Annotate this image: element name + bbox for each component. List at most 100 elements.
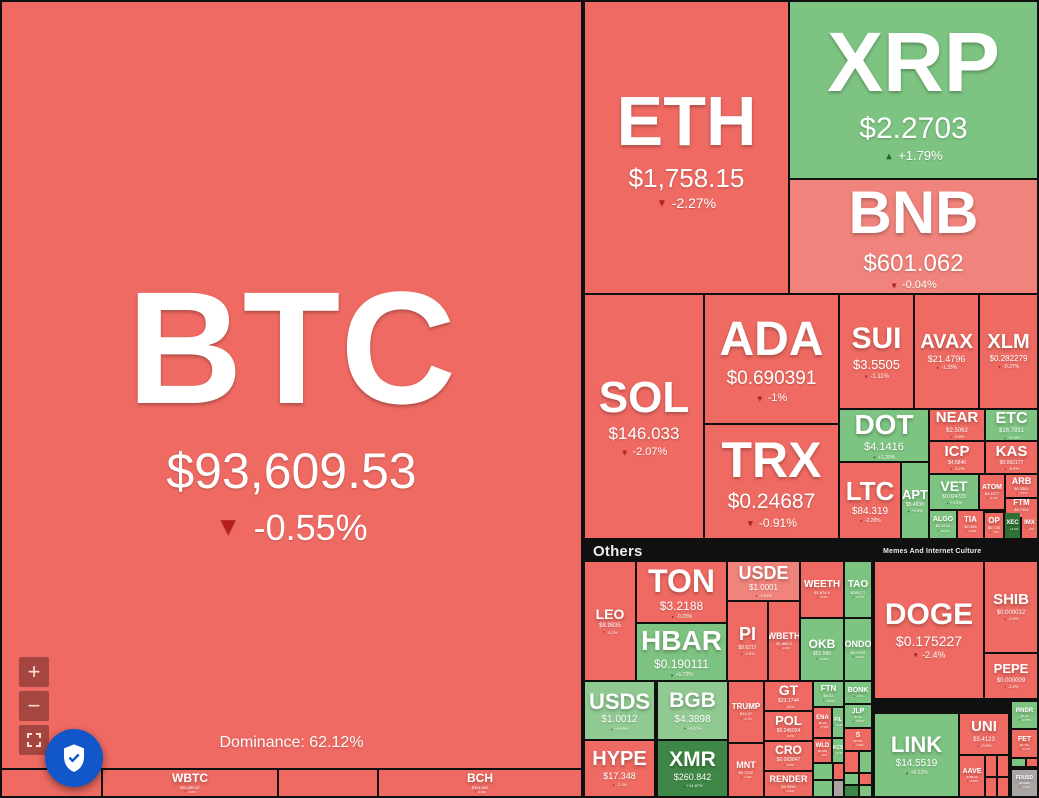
cell-wbeth[interactable]: WBETH $1,885.9 ▼ -2.2% (769, 602, 799, 680)
cell-rndr[interactable]: RNDR $4.33 ▲ +0.9% (1012, 702, 1037, 728)
cell-eth[interactable]: ETH $1,758.15 ▼ -2.27% (585, 2, 788, 293)
cell-trx[interactable]: TRX $0.24687 ▼ -0.91% (705, 425, 838, 538)
down-arrow-icon: ▼ (935, 365, 940, 370)
coin-symbol: SHIB (993, 591, 1029, 609)
coin-symbol: WBTC (172, 770, 208, 785)
change-percent: -2.2% (781, 646, 790, 651)
cell-usds[interactable]: USDS $1.0012 ▲ +0.09% (585, 682, 654, 739)
zoom-in-button[interactable]: + (19, 657, 49, 687)
cell-ltc[interactable]: LTC $84.319 ▼ -2.28% (840, 463, 900, 538)
cell-leo[interactable]: LEO $8.9835 ▼ -0.2% (585, 562, 635, 680)
cell-usde[interactable]: USDE $1.0001 ▼ -0.01% (728, 562, 799, 600)
change-percent: +14.67% (686, 782, 703, 788)
cell-sol[interactable]: SOL $146.033 ▼ -2.07% (585, 295, 703, 538)
change-percent: -2.4% (922, 650, 946, 661)
cell-unlabeled[interactable] (1012, 759, 1025, 766)
cell-doge[interactable]: DOGE $0.175227 ▼ -2.4% (875, 562, 983, 698)
cell-bch[interactable]: BCH $344.853 ▼ -0.6% (379, 770, 581, 796)
cell-kas[interactable]: KAS $0.092177 ▼ -0.9% (986, 442, 1037, 473)
cell-unlabeled[interactable] (845, 774, 858, 784)
cell-pepe[interactable]: PEPE $0.000009 ▼ -2.2% (985, 654, 1037, 698)
change-percent: -0.91% (758, 516, 797, 531)
cell-jlp[interactable]: JLP $4.36 ▲ +0.5% (845, 705, 871, 727)
cell-xec[interactable]: XEC ▲ +3.2% (1005, 513, 1020, 538)
cell-algo[interactable]: ALGO $0.2104 ▲ +0.3% (930, 511, 956, 538)
cell-tao[interactable]: TAO $284.77 ▲ +0.7% (845, 562, 871, 617)
cell-hype[interactable]: HYPE $17.348 ▼ -2.1% (585, 741, 654, 796)
cell-unlabeled[interactable] (845, 786, 858, 796)
cell-wld[interactable]: WLD $0.935 ▼ -2% (814, 739, 831, 762)
cell-unlabeled[interactable] (998, 756, 1008, 776)
cell-unlabeled[interactable] (1027, 759, 1037, 766)
cell-xlm[interactable]: XLM $0.282279 ▼ -0.27% (980, 295, 1037, 408)
coin-price: $1,885.9 (776, 641, 792, 646)
cell-icp[interactable]: ICP $4.5846 ▼ -1.2% (930, 442, 984, 473)
cell-fdusd[interactable]: FDUSD $0.9989 ▼ -0.1% (1012, 770, 1037, 796)
cell-unlabeled[interactable] (834, 764, 843, 779)
cell-pi[interactable]: PI $0.6217 ▼ -1.5% (728, 602, 767, 680)
cell-ton[interactable]: TON $3.2188 ▼ -0.33% (637, 562, 726, 622)
cell-trump[interactable]: TRUMP $14.47 ▼ -1.7% (729, 682, 763, 742)
zoom-out-button[interactable]: − (19, 691, 49, 721)
cell-fil[interactable]: FIL▲+0.4% (833, 708, 843, 737)
cell-uni[interactable]: UNI $5.4123 ▼ -0.5% (960, 714, 1008, 754)
cell-near[interactable]: NEAR $2.5062 ▼ -0.8% (930, 410, 984, 440)
cell-mnt[interactable]: MNT $0.7242 ▼ -1.2% (729, 744, 763, 796)
cell-atom[interactable]: ATOM $4.4377 ▼ -1.1% (980, 475, 1004, 509)
cell-s[interactable]: S $0.551 ▼ -1.6% (845, 729, 871, 750)
cell-apt[interactable]: APT $5.4938 ▲ +0.6% (902, 463, 928, 538)
cell-tia[interactable]: TIA $2.436 ▼ -1.8% (958, 511, 983, 538)
cell-bnb[interactable]: BNB $601.062 ▼ -0.04% (790, 180, 1037, 293)
cell-kcs[interactable]: KCS▲+0.2% (833, 739, 843, 762)
cell-pol[interactable]: POL $0.245024 ▼ -0.6% (765, 712, 812, 740)
cell-shib[interactable]: SHIB $0.000012 ▼ -2.4% (985, 562, 1037, 652)
cell-link[interactable]: LINK $14.5519 ▲ +0.12% (875, 714, 958, 796)
verified-shield-badge[interactable] (45, 729, 103, 787)
coin-price: $0.29 (818, 721, 827, 726)
cell-bonk[interactable]: BONK ▲ +1% (845, 682, 871, 703)
cell-btc[interactable]: BTC $93,609.53 ▼ -0.55% (2, 2, 581, 768)
cell-wbtc[interactable]: WBTC $93,585.87 ▼ -0.5% (103, 770, 277, 796)
cell-unlabeled[interactable] (814, 764, 832, 779)
cell-okb[interactable]: OKB $51.990 ▲ +0.3% (801, 619, 843, 680)
cell-unlabeled[interactable] (860, 774, 871, 784)
cell-sui[interactable]: SUI $3.5505 ▼ -1.11% (840, 295, 913, 408)
cell-unlabeled[interactable] (279, 770, 377, 796)
cell-hbar[interactable]: HBAR $0.190111 ▲ +1.72% (637, 624, 726, 680)
cell-weeth[interactable]: WEETH $1,874.4 ▼ -2.3% (801, 562, 843, 617)
cell-unlabeled[interactable] (814, 781, 832, 796)
coin-price: $51.990 (812, 650, 832, 657)
cell-ftn[interactable]: FTN $4.02 ▲ +0.2% (814, 682, 843, 706)
cell-unlabeled[interactable] (986, 778, 996, 796)
cell-vet[interactable]: VET $0.024729 ▲ +0.5% (930, 475, 978, 509)
cell-etc[interactable]: ETC $16.7851 ▲ +0.4% (986, 410, 1037, 440)
cell-unlabeled[interactable] (860, 752, 871, 772)
cell-bgb[interactable]: BGB $4.3898 ▲ +0.37% (658, 682, 727, 739)
cell-unlabeled[interactable] (986, 756, 996, 776)
cell-ada[interactable]: ADA $0.690391 ▼ -1% (705, 295, 838, 423)
coin-symbol: BGB (669, 689, 716, 713)
cell-unlabeled[interactable] (845, 752, 858, 772)
change-percent: -0.55% (253, 506, 368, 548)
fullscreen-button[interactable] (19, 725, 49, 755)
cell-render[interactable]: RENDER $4.3350 ▼ -1.9% (765, 772, 812, 796)
cell-imx[interactable]: IMX ▼ -1% (1022, 513, 1037, 538)
cell-ondo[interactable]: ONDO $0.9209 ▲ +0.5% (845, 619, 871, 680)
cell-gt[interactable]: GT $23.1744 ▼ -0.4% (765, 682, 812, 710)
cell-ena[interactable]: ENA $0.29 ▼ -2.5% (814, 708, 831, 737)
cell-fet[interactable]: FET $0.712 ▼ -1.1% (1012, 730, 1037, 757)
up-arrow-icon: ▲ (852, 721, 855, 724)
cell-cro[interactable]: CRO $0.093847 ▼ -0.8% (765, 742, 812, 770)
cell-avax[interactable]: AVAX $21.4796 ▼ -1.33% (915, 295, 978, 408)
cell-unlabeled[interactable] (834, 781, 843, 796)
cell-unlabeled[interactable] (860, 786, 871, 796)
cell-xmr[interactable]: XMR $260.842 ▲ +14.67% (658, 741, 727, 796)
change-percent: -0.4% (786, 704, 795, 709)
cell-aave[interactable]: AAVE $168.43 ▼ -0.9% (960, 756, 984, 796)
cell-op[interactable]: OP $0.734 ▼ -1% (985, 513, 1003, 538)
cell-unlabeled[interactable] (998, 778, 1008, 796)
coin-symbol: ENA (816, 715, 829, 722)
cell-xrp[interactable]: XRP $2.2703 ▲ +1.79% (790, 2, 1037, 178)
cell-dot[interactable]: DOT $4.1416 ▲ +1.39% (840, 410, 928, 461)
cell-arb[interactable]: ARB $0.3361 ▼ -1.5% (1006, 475, 1037, 497)
